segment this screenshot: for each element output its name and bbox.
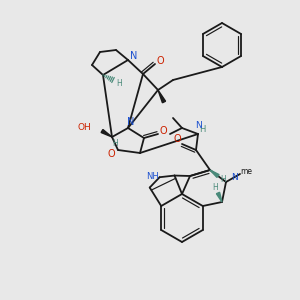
Text: N: N <box>231 172 237 182</box>
Text: NH: NH <box>146 172 159 181</box>
Text: N: N <box>195 122 201 130</box>
Text: O: O <box>156 56 164 66</box>
Text: H: H <box>116 79 122 88</box>
Text: OH: OH <box>77 124 91 133</box>
Text: me: me <box>240 167 252 176</box>
Text: O: O <box>173 134 181 144</box>
Text: H: H <box>112 139 118 148</box>
Polygon shape <box>158 90 166 103</box>
Text: H: H <box>212 184 218 193</box>
Text: N: N <box>130 51 138 61</box>
Text: H: H <box>220 175 226 184</box>
Text: O: O <box>159 126 167 136</box>
Text: O: O <box>107 149 115 159</box>
Text: N: N <box>127 117 135 127</box>
Text: H: H <box>199 125 205 134</box>
Polygon shape <box>101 130 112 137</box>
Polygon shape <box>216 192 222 202</box>
Polygon shape <box>210 170 219 177</box>
